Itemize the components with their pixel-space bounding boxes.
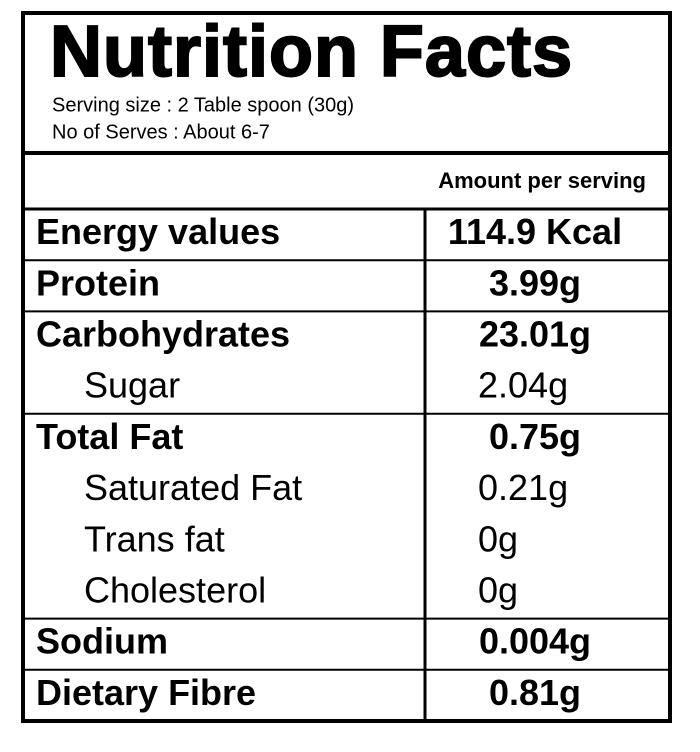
label-border [21,11,672,723]
sub-nutrient-label: Sugar [84,365,180,406]
nutrient-label: Dietary Fibre [36,672,256,713]
nutrient-amount: 23.01g [479,314,591,355]
nutrient-amount: 0g [478,570,518,611]
nutrient-amount: 0g [478,518,518,559]
sub-nutrient-label: Trans fat [84,518,225,559]
nutrient-amount: 114.9 Kcal [448,211,622,252]
nutrient-label: Energy values [36,211,280,252]
nutrient-label: Total Fat [36,416,183,457]
nutrient-label: Carbohydrates [36,314,290,355]
column-header: Amount per serving [438,168,646,193]
title: Nutrition Facts [50,12,573,92]
sub-nutrient-label: Cholesterol [84,570,266,611]
nutrient-label: Sodium [36,621,168,662]
serves: No of Serves : About 6-7 [52,121,270,143]
serving-size: Serving size : 2 Table spoon (30g) [52,94,354,116]
nutrient-amount: 0.21g [478,467,568,508]
nutrient-amount: 0.004g [479,621,591,662]
nutrient-label: Protein [36,262,160,303]
nutrient-amount: 2.04g [478,365,568,406]
sub-nutrient-label: Saturated Fat [84,467,302,508]
nutrient-amount: 3.99g [489,262,581,303]
nutrient-amount: 0.81g [489,672,581,713]
nutrient-amount: 0.75g [489,416,581,457]
